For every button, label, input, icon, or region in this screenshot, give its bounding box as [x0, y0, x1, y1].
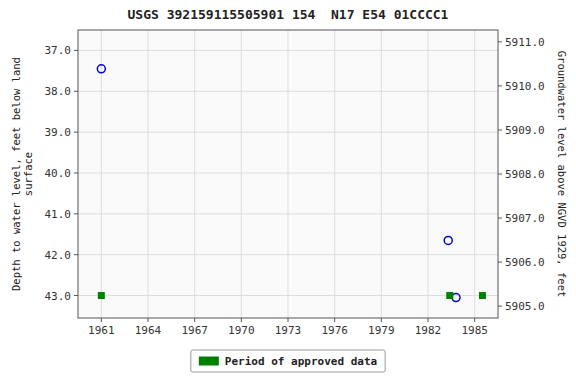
x-axis: 1961 1964 1967 1970 1973 1976 1979 1982 1985	[88, 318, 488, 337]
tick-mark	[288, 318, 289, 322]
y-axis: 37.0 38.0 39.0 40.0 41.0 42.0 43.0	[45, 44, 79, 302]
tick-mark	[498, 262, 502, 263]
tick-mark	[428, 318, 429, 322]
plot-frame	[78, 30, 498, 318]
legend-swatch	[199, 357, 219, 366]
series	[97, 65, 460, 302]
tick-mark	[498, 85, 502, 86]
tick-label: 38.0	[45, 85, 72, 98]
grid-line	[241, 30, 242, 318]
tick-label: 1973	[275, 324, 302, 337]
tick-label: 39.0	[45, 126, 72, 139]
circle-point	[444, 236, 452, 244]
grid-line	[78, 91, 498, 92]
grid-line	[78, 132, 498, 133]
tick-label: 1964	[135, 324, 162, 337]
tick-label: 5908.0	[505, 168, 545, 181]
circle-point	[97, 65, 105, 73]
tick-mark	[498, 174, 502, 175]
grid-line	[78, 172, 498, 173]
tick-label: 41.0	[45, 208, 72, 221]
grid-line	[78, 254, 498, 255]
tick-label: 5907.0	[505, 212, 545, 225]
axis-label: Groundwater level above NGVD 1929, feet	[556, 51, 568, 298]
grid	[78, 30, 498, 318]
grid-line	[428, 30, 429, 318]
grid-line	[194, 30, 195, 318]
grid-line	[78, 213, 498, 214]
tick-label: 1961	[88, 324, 115, 337]
marks	[97, 65, 486, 302]
tick-mark	[74, 132, 78, 133]
square-point	[98, 292, 105, 299]
tick-label: 1985	[461, 324, 488, 337]
tick-mark	[498, 218, 502, 219]
tick-mark	[74, 213, 78, 214]
tick-mark	[194, 318, 195, 322]
tick-mark	[241, 318, 242, 322]
series	[98, 292, 486, 299]
y2-axis: 5911.0 5910.0 5909.0 5908.0 5907.0 5906.0 5905…	[498, 36, 545, 313]
title: USGS 392159115505901 154 N17 E54 01CCCC1	[128, 7, 449, 22]
tick-label: 5910.0	[505, 80, 545, 93]
axis-label-line: surface	[22, 152, 34, 196]
tick-label: 5906.0	[505, 256, 545, 269]
plot-area	[78, 30, 498, 318]
tick-mark	[74, 50, 78, 51]
grid-line	[474, 30, 475, 318]
tick-mark	[74, 295, 78, 296]
legend: Period of approved data	[191, 350, 385, 372]
legend-label: Period of approved data	[225, 355, 377, 368]
grid-line	[334, 30, 335, 318]
legend-box	[191, 350, 385, 372]
tick-label: 5911.0	[505, 36, 545, 49]
tick-label: 43.0	[45, 290, 72, 303]
tick-mark	[381, 318, 382, 322]
tick-label: 37.0	[45, 44, 72, 57]
tick-mark	[498, 129, 502, 130]
grid-line	[78, 295, 498, 296]
grid-line	[288, 30, 289, 318]
tick-label: 42.0	[45, 249, 72, 262]
tick-mark	[474, 318, 475, 322]
tick-mark	[74, 91, 78, 92]
tick-mark	[498, 306, 502, 307]
tick-mark	[74, 172, 78, 173]
axis-label: Depth to water level, feet below landsur…	[10, 57, 34, 291]
tick-label: 1982	[415, 324, 442, 337]
tick-label: 1976	[321, 324, 348, 337]
chart: 1961 1964 1967 1970 1973 1976 1979 1982 1985 37.0…	[0, 0, 576, 384]
tick-mark	[334, 318, 335, 322]
square-point	[479, 292, 486, 299]
tick-label: 1979	[368, 324, 395, 337]
tick-mark	[148, 318, 149, 322]
tick-label: 5909.0	[505, 124, 545, 137]
tick-label: 1970	[228, 324, 255, 337]
square-point	[446, 292, 453, 299]
tick-label: 1967	[181, 324, 208, 337]
tick-label: 5905.0	[505, 300, 545, 313]
tick-mark	[101, 318, 102, 322]
grid-line	[381, 30, 382, 318]
grid-line	[148, 30, 149, 318]
axis-label-line: Groundwater level above NGVD 1929, feet	[556, 51, 568, 298]
tick-mark	[498, 41, 502, 42]
axis-label-line: Depth to water level, feet below land	[10, 57, 22, 291]
tick-label: 40.0	[45, 167, 72, 180]
grid-line	[78, 50, 498, 51]
tick-mark	[74, 254, 78, 255]
